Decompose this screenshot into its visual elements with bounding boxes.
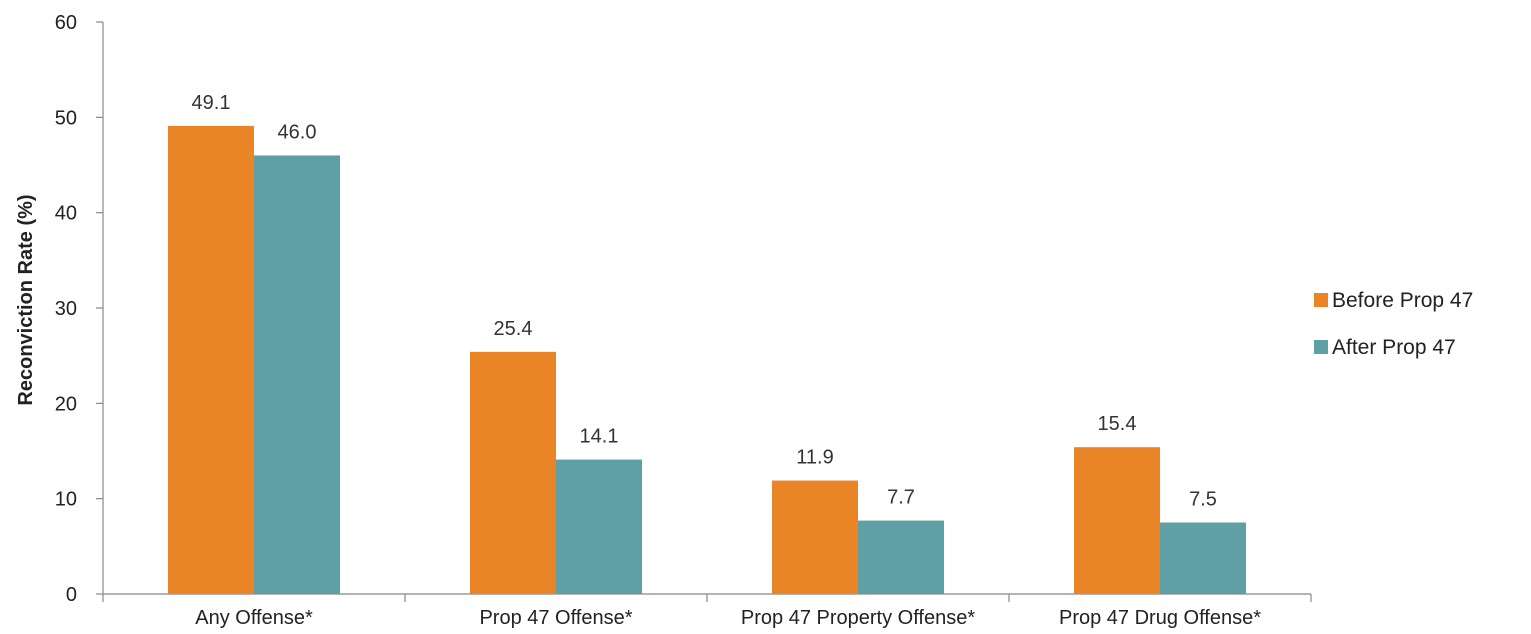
y-tick-label: 40	[55, 203, 77, 225]
data-label: 49.1	[192, 92, 231, 114]
legend-swatch	[1314, 340, 1328, 354]
x-tick-label: Any Offense*	[195, 607, 313, 629]
data-label: 7.7	[887, 487, 915, 509]
y-tick-label: 30	[55, 298, 77, 320]
y-tick-label: 20	[55, 393, 77, 415]
data-labels: 49.1 46.0 25.4 14.1 11.9 7.7 15.4 7.5	[192, 92, 1217, 511]
y-tick-label: 60	[55, 12, 77, 34]
y-axis-label: Reconviction Rate (%)	[15, 194, 37, 405]
bar	[470, 351, 556, 594]
x-axis: Any Offense* Prop 47 Offense* Prop 47 Prop…	[102, 593, 1312, 629]
bar	[1074, 447, 1160, 594]
x-tick-label: Prop 47 Property Offense*	[741, 607, 975, 629]
legend-label: Before Prop 47	[1332, 289, 1473, 312]
y-tick-label: 10	[55, 489, 77, 511]
y-tick-label: 0	[66, 584, 77, 606]
x-tick-label: Prop 47 Drug Offense*	[1059, 607, 1261, 629]
bar	[254, 155, 340, 594]
bar	[168, 125, 254, 594]
legend: Before Prop 47 After Prop 47	[1314, 289, 1473, 359]
data-label: 25.4	[494, 318, 533, 340]
y-axis: 0 10 20 30 40 50 60	[55, 12, 104, 606]
data-label: 46.0	[278, 121, 317, 143]
data-label: 14.1	[580, 426, 619, 448]
legend-swatch	[1314, 293, 1328, 307]
y-tick-label: 50	[55, 107, 77, 129]
data-label: 11.9	[796, 447, 833, 469]
x-tick-label: Prop 47 Offense*	[479, 607, 632, 629]
data-label: 7.5	[1189, 489, 1217, 511]
bar	[772, 480, 858, 594]
data-label: 15.4	[1098, 413, 1137, 435]
legend-label: After Prop 47	[1332, 336, 1456, 359]
bar	[1160, 522, 1246, 594]
bar	[556, 459, 642, 594]
bar	[858, 520, 944, 594]
bars	[168, 125, 1246, 594]
